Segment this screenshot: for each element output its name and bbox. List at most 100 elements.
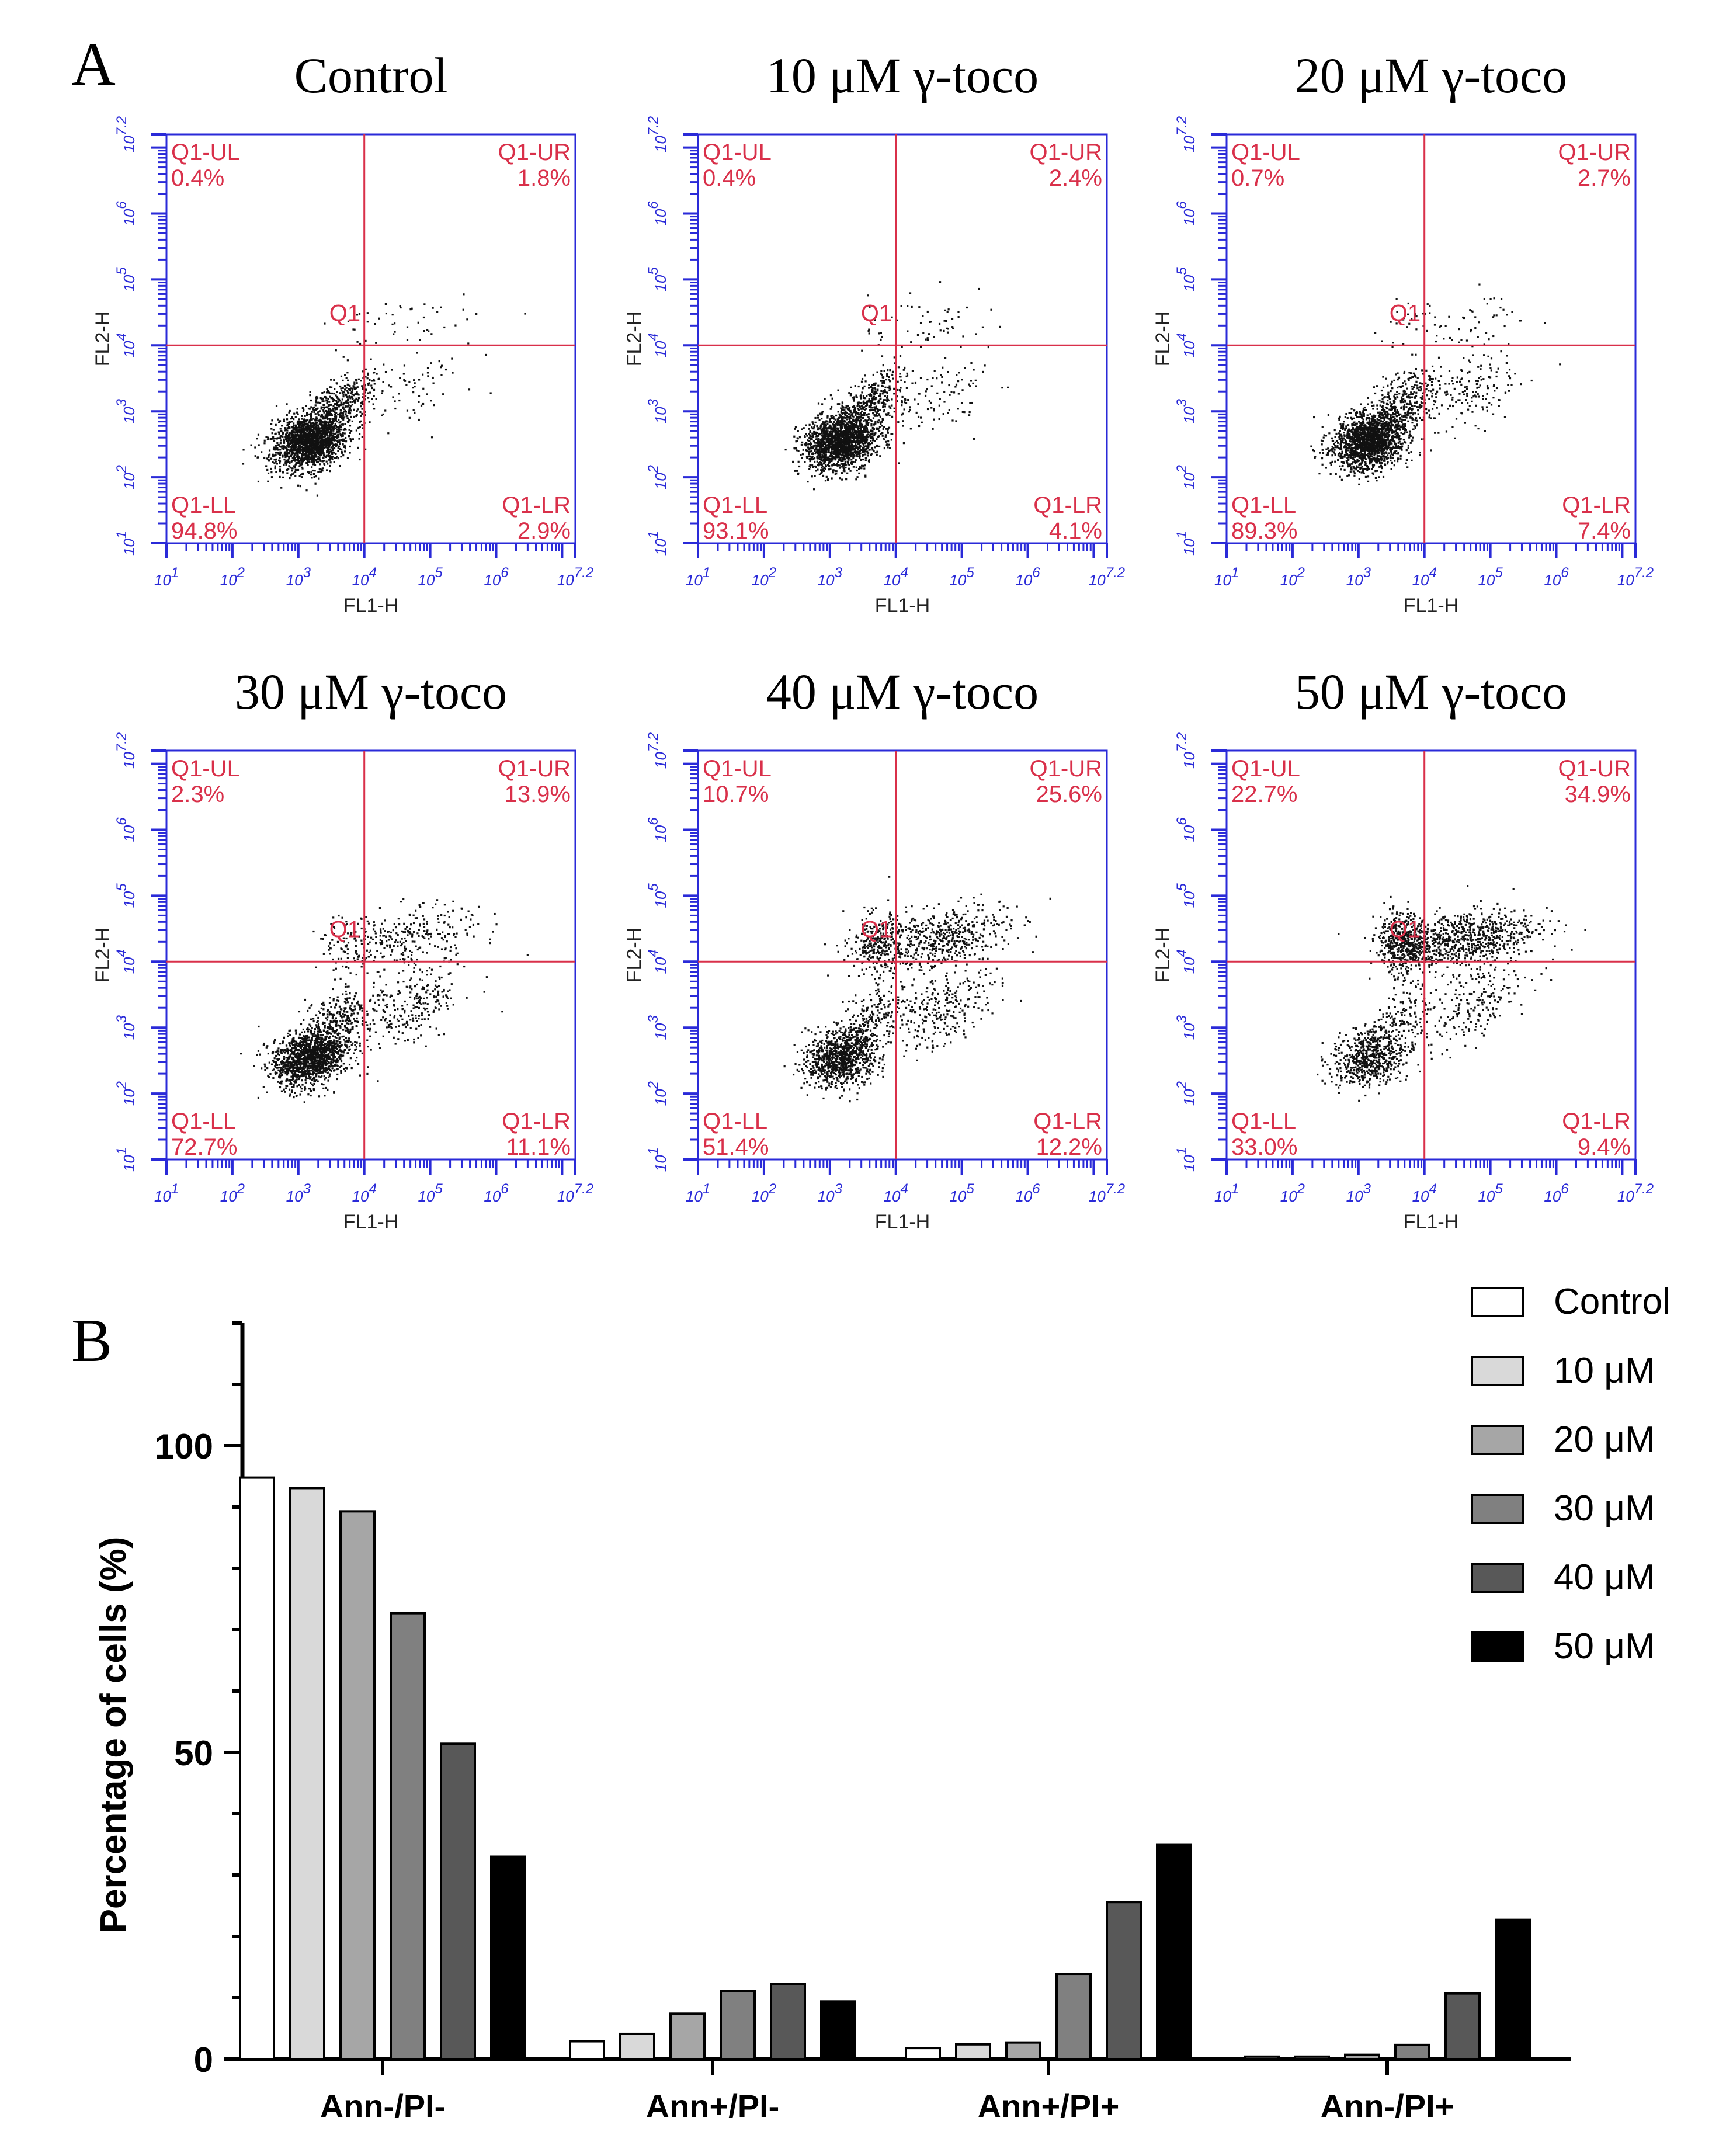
data-point xyxy=(885,413,887,415)
data-point xyxy=(305,457,307,460)
data-point xyxy=(939,281,942,283)
data-point xyxy=(870,395,873,398)
data-point xyxy=(320,424,322,426)
data-point xyxy=(319,415,322,418)
data-point xyxy=(833,421,835,423)
data-point xyxy=(369,391,371,394)
data-point xyxy=(339,414,341,416)
data-point xyxy=(357,394,360,396)
data-point xyxy=(930,385,933,387)
data-point xyxy=(848,444,850,446)
data-point xyxy=(305,412,308,414)
data-point xyxy=(293,439,295,441)
data-point xyxy=(871,384,873,387)
data-point xyxy=(874,392,876,394)
data-point xyxy=(947,370,949,373)
data-point xyxy=(303,457,305,460)
data-point xyxy=(882,404,885,406)
data-point xyxy=(324,439,326,442)
data-point xyxy=(902,442,905,445)
data-point xyxy=(325,444,328,446)
data-point xyxy=(876,420,879,422)
data-point xyxy=(832,440,835,443)
data-point xyxy=(345,394,348,397)
data-point xyxy=(351,404,353,406)
data-point xyxy=(352,438,354,440)
data-point xyxy=(975,385,977,387)
data-point xyxy=(855,466,857,468)
data-point xyxy=(322,416,324,419)
data-point xyxy=(870,401,873,404)
data-point xyxy=(279,442,282,445)
data-point xyxy=(853,423,855,425)
data-point xyxy=(836,445,838,447)
data-point xyxy=(848,439,850,442)
data-point xyxy=(338,404,340,407)
data-point xyxy=(304,439,306,442)
data-point xyxy=(842,446,844,448)
data-point xyxy=(848,407,851,409)
data-point xyxy=(325,439,327,441)
data-point xyxy=(341,434,343,436)
data-point xyxy=(850,461,852,464)
data-point xyxy=(853,400,855,402)
data-point xyxy=(312,463,314,466)
data-point xyxy=(327,450,329,453)
data-point xyxy=(877,390,879,392)
data-point xyxy=(319,429,322,432)
data-point xyxy=(334,444,336,446)
data-point xyxy=(833,435,836,438)
data-point xyxy=(839,467,841,469)
data-point xyxy=(901,401,903,404)
data-point xyxy=(881,393,884,395)
data-point xyxy=(864,442,867,445)
data-point xyxy=(852,452,855,454)
data-point xyxy=(335,425,337,427)
data-point xyxy=(358,313,361,315)
y-axis-label: FL2-H xyxy=(623,311,645,366)
data-point xyxy=(862,453,864,456)
data-point xyxy=(371,398,373,400)
data-point xyxy=(835,414,838,417)
data-point xyxy=(398,393,400,395)
data-point xyxy=(297,452,299,454)
data-point xyxy=(338,428,341,431)
data-point xyxy=(353,383,356,386)
data-point xyxy=(854,419,856,422)
data-point xyxy=(359,426,361,429)
data-point xyxy=(843,430,845,432)
data-point xyxy=(859,452,862,454)
data-point xyxy=(297,458,300,460)
data-point xyxy=(850,440,853,443)
data-point xyxy=(849,394,852,397)
data-point xyxy=(406,339,409,341)
data-point xyxy=(316,424,318,426)
data-point xyxy=(296,459,298,461)
data-point xyxy=(887,369,889,372)
data-point xyxy=(308,429,311,431)
data-point xyxy=(862,444,865,446)
data-point xyxy=(298,446,301,449)
data-point xyxy=(842,433,845,436)
data-point xyxy=(844,421,847,423)
data-point xyxy=(297,423,299,425)
data-point xyxy=(342,406,345,408)
data-point xyxy=(812,466,814,468)
data-point xyxy=(368,401,370,403)
data-point xyxy=(852,454,855,457)
data-point xyxy=(304,428,307,430)
data-point xyxy=(837,421,840,423)
data-point xyxy=(310,452,312,454)
data-point xyxy=(835,456,837,458)
data-point xyxy=(294,474,297,477)
data-point xyxy=(877,388,879,391)
data-point xyxy=(242,449,245,451)
data-point xyxy=(352,328,355,331)
data-point xyxy=(943,329,945,332)
data-point xyxy=(308,408,311,410)
data-point xyxy=(355,379,357,381)
data-point xyxy=(893,410,895,413)
data-point xyxy=(818,473,821,475)
data-point xyxy=(268,460,270,462)
data-point xyxy=(331,438,333,440)
